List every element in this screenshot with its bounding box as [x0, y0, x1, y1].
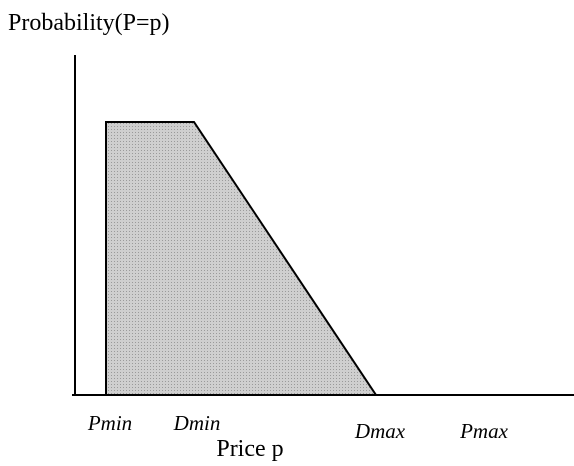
x-tick-label: Dmax: [354, 419, 406, 443]
y-axis-label: Probability(P=p): [8, 10, 170, 36]
distribution-shape: [105, 121, 378, 396]
x-axis-label: Price p: [216, 436, 283, 462]
x-tick-label: Dmin: [173, 411, 221, 435]
x-tick-label: Pmax: [459, 419, 508, 443]
x-tick-label: Pmin: [87, 411, 132, 435]
